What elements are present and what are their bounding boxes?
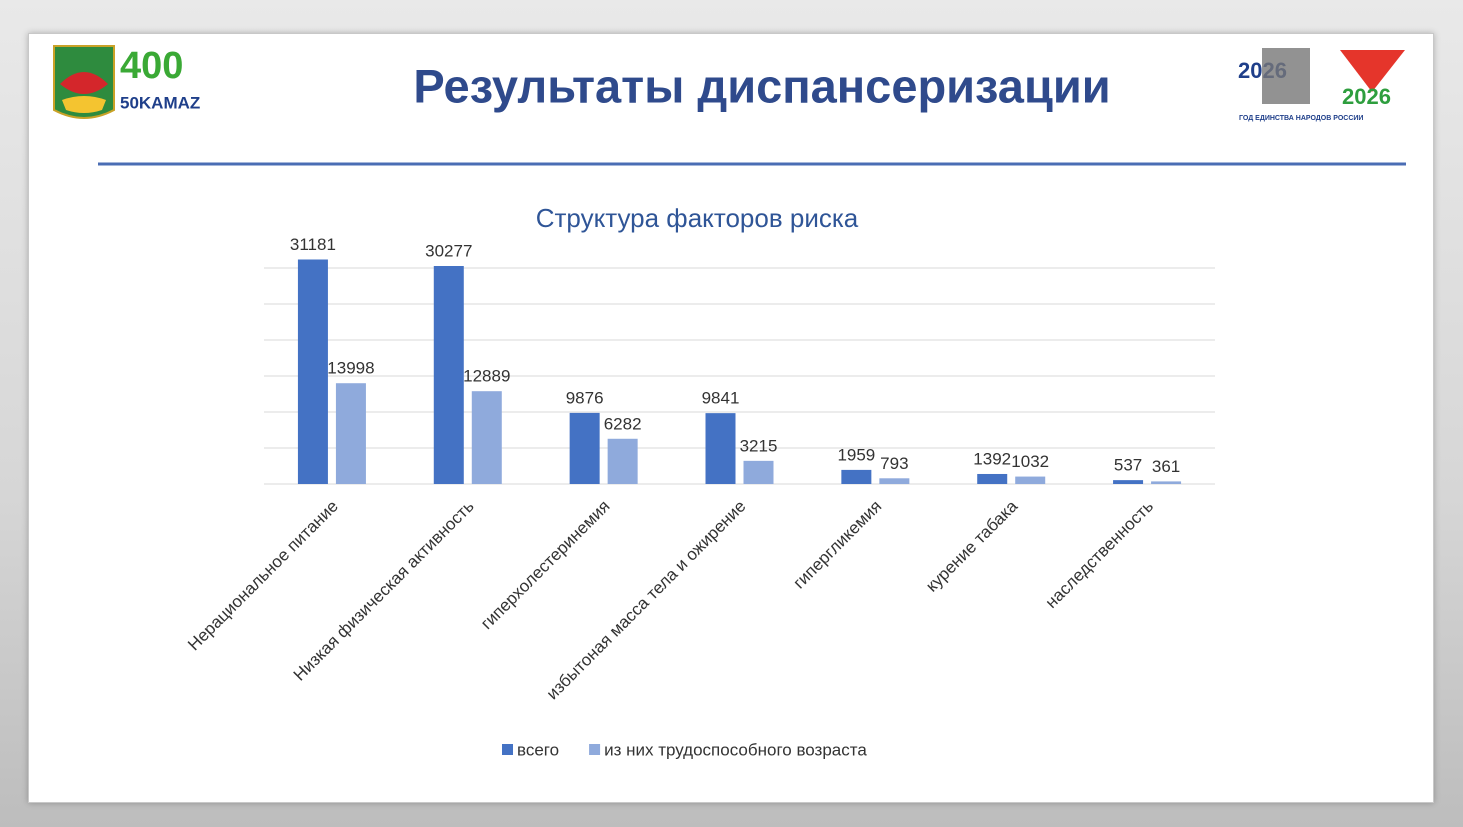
data-label: 793 [880,454,908,473]
kamaz-logo: 50KAMAZ [120,93,200,112]
bar [471,391,502,484]
bar [743,460,774,484]
jubilee-logo: 400 [120,45,183,87]
x-tick-label: гипергликемия [790,497,886,593]
labour-star [1340,50,1405,92]
data-label: 1959 [837,445,875,464]
bar [607,438,638,484]
x-tick-label: гиперхолестеринемия [477,497,614,634]
legend-label: всего [517,740,559,759]
bar [705,413,736,484]
data-label: 9876 [566,388,604,407]
x-tick-label: Нерациональное питание [184,497,342,655]
bar [1015,476,1046,484]
bar [433,266,464,484]
bar [569,412,600,484]
data-label: 12889 [463,367,510,386]
legend-label: из них трудоспособного возраста [604,740,867,759]
data-label: 361 [1152,457,1180,476]
data-label: 31181 [290,235,336,254]
bar [1113,480,1144,484]
unity-caption: ГОД ЕДИНСТВА НАРОДОВ РОССИИ [1239,115,1363,122]
chart-title: Структура факторов риска [536,203,859,233]
data-label: 1032 [1011,452,1049,471]
data-label: 1392 [973,449,1011,468]
data-label: 13998 [327,359,374,378]
legend-swatch [502,744,513,755]
bar [335,383,366,484]
data-label: 3215 [740,436,778,455]
bar [977,473,1008,484]
labour-year: 2026 [1342,84,1391,109]
x-tick-label: наследственность [1042,496,1158,612]
bar [1151,481,1182,484]
bar [879,478,910,484]
monument-icon [1262,48,1310,104]
data-label: 30277 [425,241,472,260]
data-label: 9841 [702,389,740,408]
bar [297,259,328,484]
data-label: 6282 [604,414,642,433]
city-emblem [53,45,115,119]
slide-title: Результаты диспансеризации [413,59,1110,112]
data-label: 537 [1114,456,1142,475]
bar [841,469,872,484]
x-tick-label: курение табака [922,496,1021,595]
legend-swatch [589,744,601,755]
